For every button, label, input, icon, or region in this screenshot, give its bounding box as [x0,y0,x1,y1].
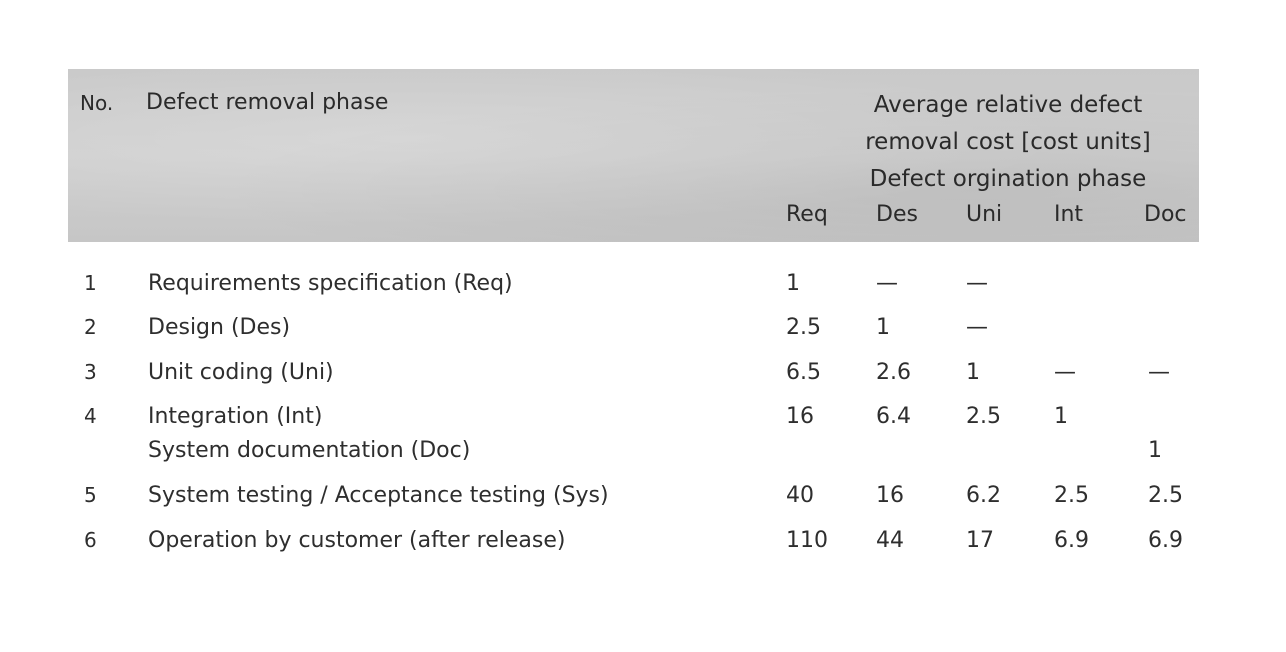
cell-int: — [1054,360,1076,385]
cell-des: 16 [876,483,904,508]
cell-req: 40 [786,483,814,508]
cell-doc: 1 [1148,438,1162,463]
column-header-uni: Uni [966,202,1003,227]
cell-des: 6.4 [876,404,911,429]
cell-doc: — [1148,360,1170,385]
cell-des: 2.6 [876,360,911,385]
row-number: 2 [84,315,97,339]
cell-uni: — [966,271,988,296]
cell-des: 1 [876,315,890,340]
column-header-int: Int [1054,202,1084,227]
cell-req: 2.5 [786,315,821,340]
cell-req: 110 [786,528,828,553]
column-header-doc: Doc [1144,202,1187,227]
row-label: System documentation (Doc) [148,438,471,463]
header-cost-group: Average relative defect removal cost [co… [828,87,1188,198]
header-defect-removal-phase: Defect removal phase [146,90,389,115]
cell-uni: 6.2 [966,483,1001,508]
row-number: 3 [84,360,97,384]
column-header-des: Des [876,202,918,227]
cell-int: 1 [1054,404,1068,429]
row-number: 4 [84,404,97,428]
row-label: Requirements specification (Req) [148,271,513,296]
cell-uni: 2.5 [966,404,1001,429]
header-no: No. [80,91,114,115]
header-group-line-1: Average relative defect [873,92,1143,118]
cell-des: 44 [876,528,904,553]
table-header-band [68,69,1199,242]
cell-int: 2.5 [1054,483,1089,508]
row-label: Unit coding (Uni) [148,360,334,385]
row-number: 1 [84,271,97,295]
cell-req: 6.5 [786,360,821,385]
cell-uni: 17 [966,528,994,553]
cell-req: 1 [786,271,800,296]
cell-des: — [876,271,898,296]
row-label: Operation by customer (after release) [148,528,566,553]
cell-doc: 2.5 [1148,483,1183,508]
row-number: 6 [84,528,97,552]
row-label: System testing / Acceptance testing (Sys… [148,483,609,508]
cell-doc: 6.9 [1148,528,1183,553]
row-number: 5 [84,483,97,507]
cell-uni: — [966,315,988,340]
cell-req: 16 [786,404,814,429]
cell-uni: 1 [966,360,980,385]
row-label: Integration (Int) [148,404,323,429]
header-group-line-2: removal cost [cost units] [865,129,1151,155]
cell-int: 6.9 [1054,528,1089,553]
column-header-req: Req [786,202,828,227]
header-group-line-3: Defect orgination phase [869,166,1147,192]
row-label: Design (Des) [148,315,291,340]
